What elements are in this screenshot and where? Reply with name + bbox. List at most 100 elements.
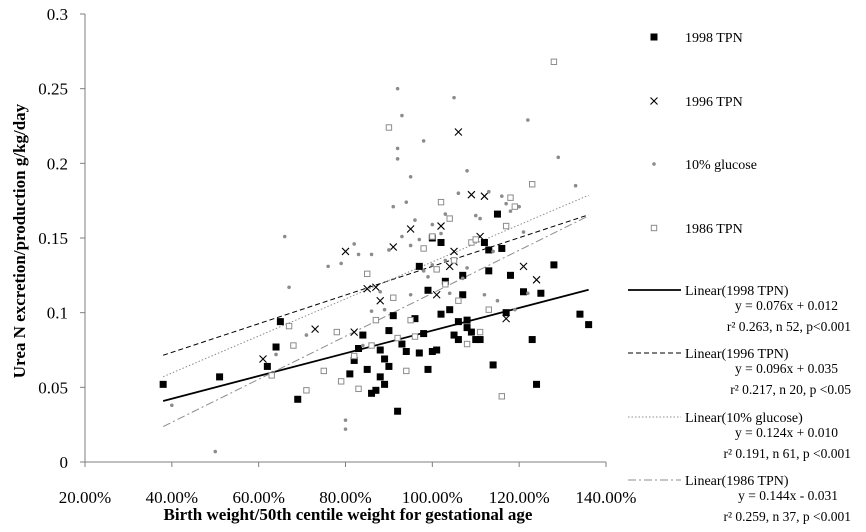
data-point [467,328,475,336]
legend-label: 1986 TPN [685,222,743,237]
data-point [343,418,348,422]
fit-stats: r² 0.217, n 20, p <0.05 [730,382,851,397]
data-point [517,204,521,209]
data-point [355,385,362,393]
x-tick-label: 140.00% [576,488,637,507]
legend-label: 10% glucose [685,158,757,173]
x-tick-label: 60.00% [232,488,284,507]
data-point [465,266,469,270]
data-point [500,194,504,198]
fit-equation: y = 0.144x - 0.031 [738,488,838,503]
data-point [263,362,271,370]
data-point [650,224,658,232]
data-point [585,321,593,329]
data-point [411,333,419,340]
data-point [437,198,445,206]
data-point [290,342,297,349]
data-point [363,365,371,373]
data-point [446,215,453,222]
data-point [394,334,401,342]
data-point [452,95,456,100]
data-point [403,367,410,375]
data-point [408,243,413,248]
x-tick-label: 20.00% [59,488,111,507]
data-point [170,403,174,408]
data-point [381,380,389,388]
x-tick-label: 100.00% [402,488,463,507]
data-point [460,276,465,281]
data-point [364,270,371,278]
data-point [498,244,506,252]
data-point [650,97,658,105]
data-point [504,201,508,206]
data-point [326,264,330,269]
legend-label: Linear(1986 TPN) [685,474,789,489]
data-point [485,246,493,254]
data-point [446,306,454,314]
data-point [369,309,374,313]
data-point [159,380,167,388]
data-point [333,328,341,336]
data-point [428,347,436,355]
data-point [341,247,350,256]
data-point [376,346,384,354]
legend: 1998 TPN 1996 TPN 10% glucose 1986 TPN Linea… [628,31,851,524]
data-point [398,340,406,348]
data-point [389,243,398,251]
data-point [465,169,469,173]
data-point [421,139,426,143]
series-points [170,86,578,454]
data-point [368,389,376,397]
data-point [389,312,397,320]
data-point [433,346,441,354]
data-point [404,200,409,204]
data-point [476,336,484,344]
data-point [385,362,393,370]
data-point [320,367,327,375]
data-point [456,191,461,195]
data-point [413,218,417,222]
data-point [424,286,432,294]
data-point [472,236,479,243]
data-point [395,146,400,151]
data-point [339,261,343,266]
data-point [381,355,389,363]
y-tick-label: 0.15 [38,229,68,248]
data-point [417,237,422,242]
data-point [287,285,291,290]
fit-stats: r² 0.263, n 52, p<0.001 [727,319,851,334]
data-point [463,340,471,348]
trend-line [162,215,589,428]
data-point [385,124,393,131]
data-point [498,393,506,400]
legend-label: Linear(10% glucose) [685,411,803,426]
data-point [650,33,658,41]
fit-equation: y = 0.124x + 0.010 [735,425,838,440]
data-point [376,296,385,305]
data-point [394,407,402,415]
data-point [508,209,513,213]
data-point [303,387,310,394]
data-point [442,281,449,288]
y-axis-title: Urea N excretion/production g/kg/day [10,103,29,378]
data-point [556,155,561,160]
data-points [159,58,593,454]
data-point [513,307,517,312]
legend-label: 1996 TPN [685,95,743,110]
data-point [408,292,413,297]
y-tick-label: 0.25 [38,80,68,99]
data-point [550,261,558,269]
data-point [519,262,528,271]
data-point [476,328,484,336]
data-point [437,310,445,318]
series-points [268,58,558,400]
data-point [533,380,541,388]
data-point [433,266,440,273]
legend-label: Linear(1998 TPN) [685,284,789,299]
data-point [430,263,435,267]
data-point [408,174,413,179]
data-point [480,238,488,246]
data-point [372,316,380,324]
y-tick-label: 0 [60,453,69,472]
